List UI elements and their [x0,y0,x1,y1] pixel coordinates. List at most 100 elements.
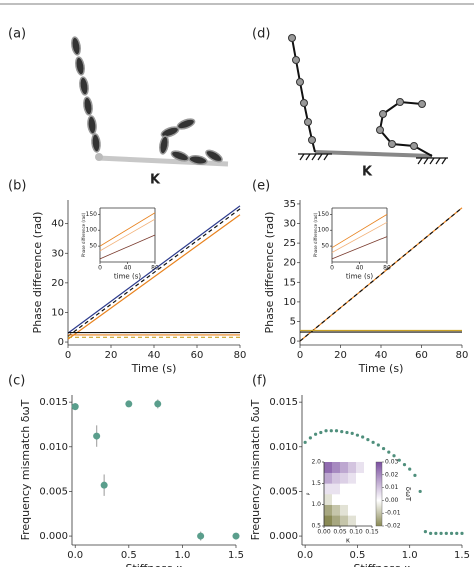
heat-cell [332,515,341,527]
x-tick-label: 40 [148,350,161,361]
heat-cell [348,515,357,527]
line-series [99,218,156,252]
y-tick-label: 0.010 [39,442,68,453]
x-axis-label: κ [346,537,350,545]
x-tick-label: 40 [356,265,364,272]
y-tick-label: 0.010 [269,442,298,453]
x-tick-label: 0.15 [365,529,379,536]
x-axis-label: Stiffness κ [353,562,411,567]
heat-cell [348,462,357,473]
data-point [429,531,433,535]
heat-cell [364,515,373,527]
data-point [100,481,108,489]
data-point [387,450,391,454]
data-point [71,403,79,411]
x-tick-label: 0.10 [349,529,363,536]
colorbar-tick-label: -0.01 [385,510,401,517]
y-tick-label: 0 [58,337,64,348]
panel-label: (a) [8,27,26,42]
y-axis-label: Frequency mismatch δωT [249,399,262,540]
heat-cell [340,504,349,516]
data-point [397,458,401,462]
y-tick-label: 0.000 [269,531,298,542]
heat-cell [324,494,333,505]
heat-cell [340,472,349,484]
heat-cell [348,494,357,505]
panel-label: (f) [252,374,267,389]
heat-cell [324,483,333,495]
colorbar-tick-label: -0.02 [385,523,401,530]
heat-cell [324,504,333,516]
data-point [444,531,448,535]
x-tick-label: 0.5 [121,550,137,561]
heat-cell [348,483,357,495]
y-tick-label: 1.0 [311,501,321,508]
y-tick-label: 5 [290,316,296,327]
x-tick-label: 0.0 [67,550,83,561]
data-point [154,400,162,408]
x-axis-label: time (s) [346,273,373,281]
line-series [331,214,388,249]
data-point [232,532,240,540]
y-tick-label: 0.005 [39,486,68,497]
y-axis-label: ρ [305,492,310,495]
heat-cell [364,472,373,484]
y-tick-label: 50 [321,243,329,250]
heat-cell [348,504,357,516]
line-series [331,221,388,253]
y-axis-label: Phase difference (rad) [31,212,44,334]
line-series [99,234,156,260]
data-point [125,400,133,408]
y-tick-label: 1.5 [311,480,321,487]
data-point [340,430,344,434]
line-series [67,214,241,340]
x-tick-label: 0 [98,265,102,272]
heat-cell [332,504,341,516]
line-series [331,236,388,260]
colorbar-tick-label: 0.02 [385,471,399,478]
chain-diagram [288,34,448,165]
data-point [371,440,375,444]
x-tick-label: 20 [105,350,118,361]
heat-cell [324,472,333,484]
panel-label: (e) [252,179,270,194]
y-tick-label: 0.000 [39,531,68,542]
y-tick-label: 35 [283,199,296,210]
colorbar-tick-label: 0.01 [385,484,399,491]
y-tick-label: 100 [318,227,330,234]
x-axis-label: Stiffness κ [125,562,183,567]
data-point [345,430,349,435]
data-point [449,531,454,535]
heat-cell [332,462,341,473]
y-tick-label: 0.5 [311,523,321,530]
x-tick-label: 1.5 [454,550,470,561]
data-point [355,433,360,437]
stiffness-label: K [362,165,373,180]
y-tick-label: 40 [51,219,64,230]
heat-cell [332,472,341,484]
data-point [423,530,427,534]
data-point [455,531,459,535]
y-tick-label: 0.015 [39,397,68,408]
y-axis-label: Phase difference (rad) [313,212,318,257]
x-tick-label: 60 [191,350,204,361]
x-tick-label: 80 [234,350,247,361]
robot-illustration [71,36,229,167]
data-point [418,489,422,494]
data-point [350,431,354,435]
data-point [361,435,365,439]
heat-cell [324,515,333,527]
colorbar-tick-label: 0.03 [385,459,399,466]
heat-cell [340,515,349,527]
x-tick-label: 1.0 [402,550,418,561]
x-axis-label: Time (s) [131,362,177,375]
heat-cell [356,462,365,473]
data-point [197,532,205,540]
x-tick-label: 0 [65,350,71,361]
data-point [460,531,464,535]
y-axis-label: Frequency mismatch δωT [19,399,32,540]
data-point [366,438,370,442]
heat-cell [340,494,349,505]
y-tick-label: 30 [283,219,296,230]
y-tick-label: 0 [290,336,296,347]
